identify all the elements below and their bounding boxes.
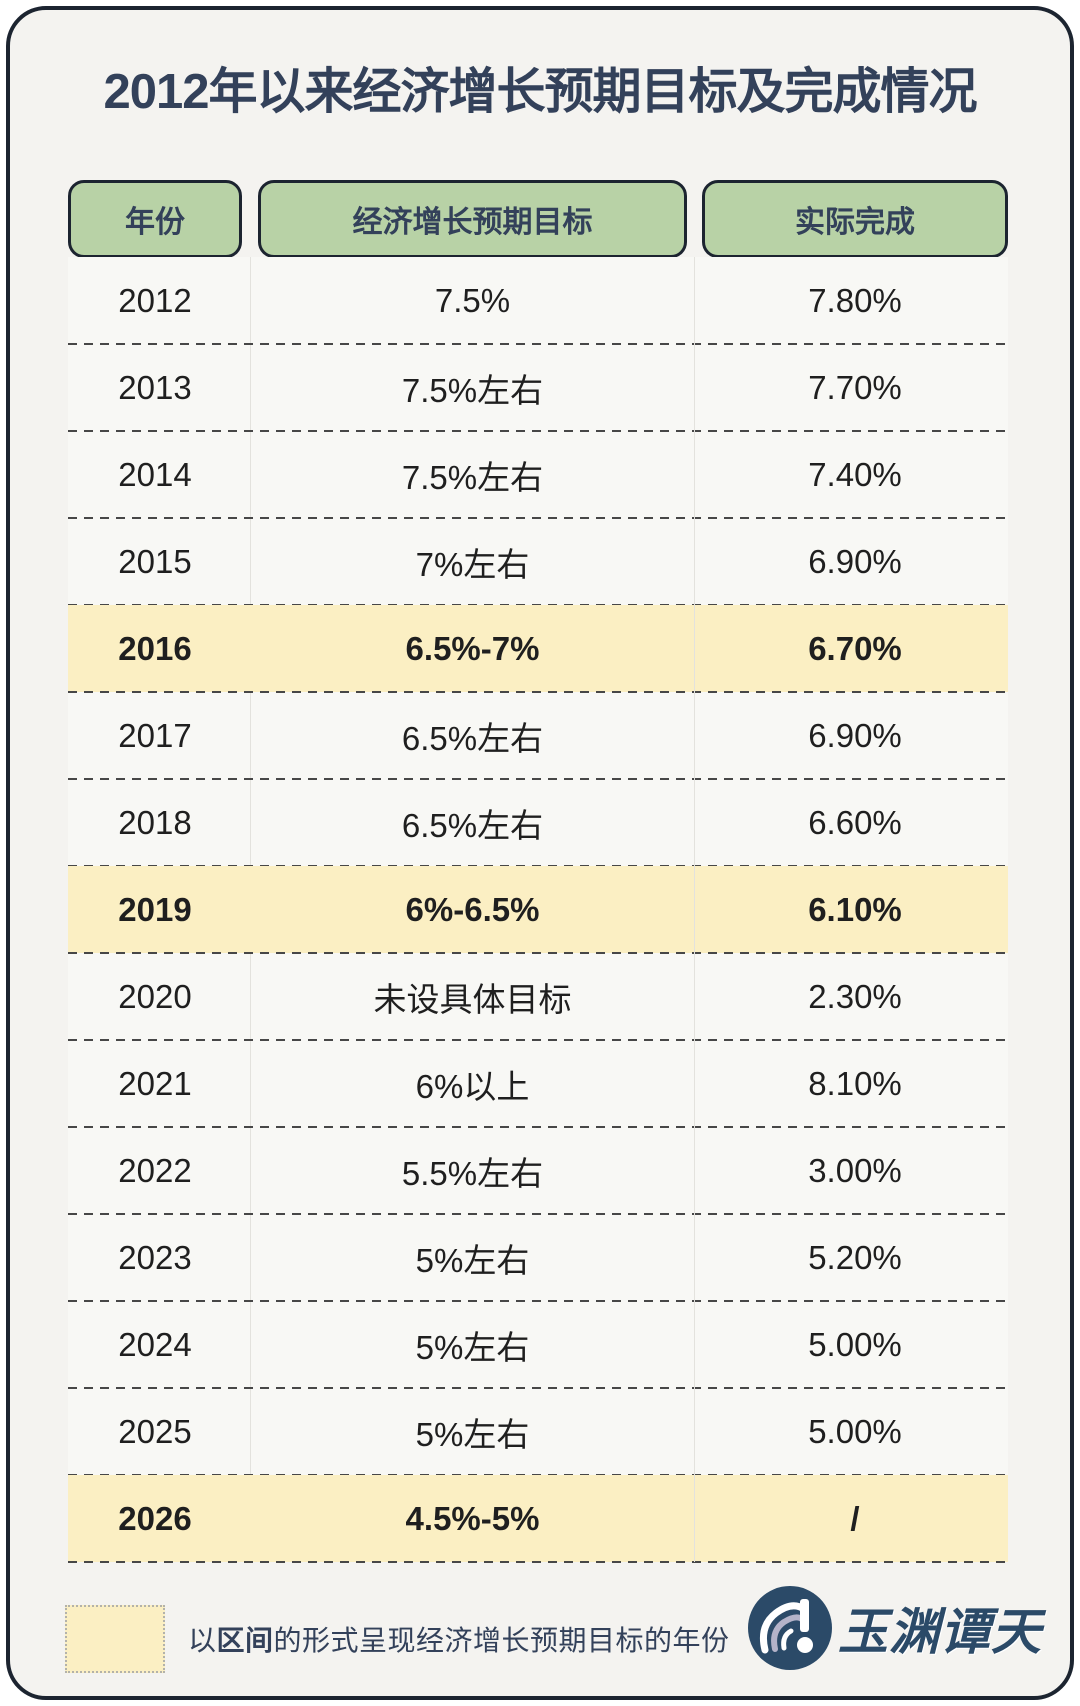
legend-text-suffix: 的形式呈现经济增长预期目标的年份	[273, 1625, 730, 1656]
table-row-2020: 2020 未设具体目标 2.30%	[68, 953, 1008, 1041]
year-cell: 2022	[118, 1151, 192, 1189]
column-header-actual: 实际完成	[702, 180, 1008, 258]
target-cell: 6.5%左右	[401, 806, 544, 844]
table-row-2023: 2023 5%左右 5.20%	[68, 1214, 1008, 1302]
legend-text-prefix: 以	[188, 1625, 217, 1656]
actual-cell: 6.90%	[808, 542, 902, 580]
target-cell: 6.5%左右	[401, 719, 544, 757]
actual-cell: /	[850, 1499, 860, 1537]
year-cell: 2020	[118, 977, 192, 1015]
year-cell: 2013	[118, 368, 192, 406]
column-header-target: 经济增长预期目标	[258, 180, 687, 258]
table-row-2012: 2012 7.5% 7.80%	[68, 257, 1008, 345]
year-cell: 2019	[118, 890, 192, 928]
year-cell: 2026	[118, 1499, 192, 1537]
actual-cell: 3.00%	[808, 1151, 902, 1189]
brand-logo: 玉渊谭天	[748, 1582, 1041, 1674]
target-cell: 5%左右	[415, 1241, 530, 1279]
legend-text-bold: 区间	[216, 1625, 274, 1656]
actual-cell: 5.00%	[808, 1325, 902, 1363]
table-row-2017: 2017 6.5%左右 6.90%	[68, 692, 1008, 780]
page-title: 2012年以来经济增长预期目标及完成情况	[103, 65, 977, 119]
target-cell: 未设具体目标	[373, 980, 572, 1018]
actual-cell: 2.30%	[808, 977, 902, 1015]
target-cell: 6.5%-7%	[405, 629, 540, 667]
table-row-2026: 2026 4.5%-5% /	[68, 1475, 1008, 1563]
actual-cell: 6.70%	[808, 629, 902, 667]
year-cell: 2021	[118, 1064, 192, 1102]
target-cell: 6%以上	[415, 1067, 530, 1105]
year-cell: 2015	[118, 542, 192, 580]
column-header-year: 年份	[68, 180, 242, 258]
target-cell: 5.5%左右	[401, 1154, 544, 1192]
year-cell: 2023	[118, 1238, 192, 1276]
legend-highlight-swatch	[65, 1605, 165, 1673]
actual-cell: 7.70%	[808, 368, 902, 406]
actual-cell: 8.10%	[808, 1064, 902, 1102]
table-row-2016: 2016 6.5%-7% 6.70%	[68, 605, 1008, 693]
year-cell: 2014	[118, 455, 192, 493]
yuyuantantian-logo-icon	[748, 1586, 832, 1670]
infographic-card: 2012年以来经济增长预期目标及完成情况 年份 经济增长预期目标 实际完成 20…	[6, 6, 1074, 1700]
target-cell: 4.5%-5%	[405, 1499, 540, 1537]
table-row-2025: 2025 5%左右 5.00%	[68, 1388, 1008, 1476]
actual-cell: 5.00%	[808, 1412, 902, 1450]
target-cell: 5%左右	[415, 1415, 530, 1453]
year-cell: 2025	[118, 1412, 192, 1450]
table-row-2013: 2013 7.5%左右 7.70%	[68, 344, 1008, 432]
legend-text: 以区间 的形式呈现经济增长预期目标的年份	[188, 1605, 730, 1673]
actual-cell: 5.20%	[808, 1238, 902, 1276]
actual-cell: 6.90%	[808, 716, 902, 754]
target-cell: 7.5%左右	[401, 458, 544, 496]
table-row-2014: 2014 7.5%左右 7.40%	[68, 431, 1008, 519]
target-cell: 5%左右	[415, 1328, 530, 1366]
table-row-2019: 2019 6%-6.5% 6.10%	[68, 866, 1008, 954]
year-cell: 2024	[118, 1325, 192, 1363]
year-cell: 2017	[118, 716, 192, 754]
brand-name: 玉渊谭天	[838, 1604, 1042, 1660]
actual-cell: 6.10%	[808, 890, 902, 928]
year-cell: 2018	[118, 803, 192, 841]
table-row-2015: 2015 7%左右 6.90%	[68, 518, 1008, 606]
table-body: 2012 7.5% 7.80% 2013 7.5%左右 7.70% 2014 7.5%左右 7.…	[68, 257, 1008, 1563]
table-row-2021: 2021 6%以上 8.10%	[68, 1040, 1008, 1128]
year-cell: 2012	[118, 281, 192, 319]
target-cell: 7.5%	[434, 281, 511, 319]
table-row-2022: 2022 5.5%左右 3.00%	[68, 1127, 1008, 1215]
year-cell: 2016	[118, 629, 192, 667]
actual-cell: 6.60%	[808, 803, 902, 841]
table-row-2018: 2018 6.5%左右 6.60%	[68, 779, 1008, 867]
actual-cell: 7.80%	[808, 281, 902, 319]
target-cell: 7%左右	[415, 545, 530, 583]
target-cell: 6%-6.5%	[405, 890, 540, 928]
actual-cell: 7.40%	[808, 455, 902, 493]
table-row-2024: 2024 5%左右 5.00%	[68, 1301, 1008, 1389]
target-cell: 7.5%左右	[401, 371, 544, 409]
